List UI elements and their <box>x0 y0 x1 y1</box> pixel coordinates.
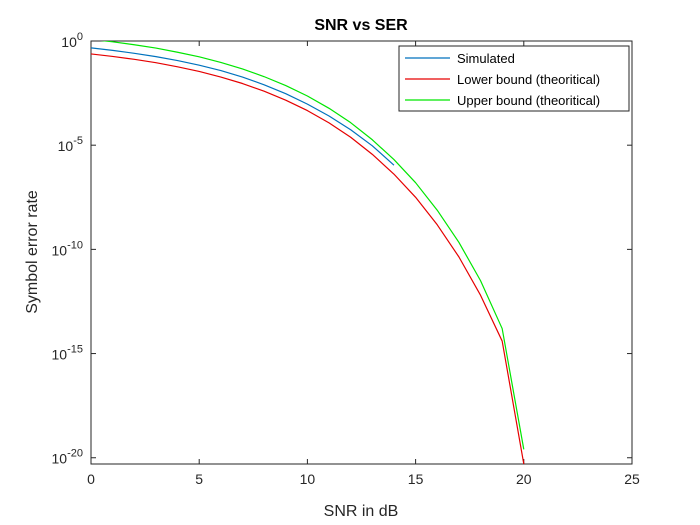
y-tick-label-base: 10 <box>52 451 68 467</box>
y-tick-label-exponent: -5 <box>73 135 83 147</box>
chart-title: SNR vs SER <box>314 17 408 34</box>
y-tick-label-base: 10 <box>61 34 77 50</box>
x-tick-label: 5 <box>195 471 203 487</box>
y-tick-label-exponent: -15 <box>67 344 83 356</box>
y-tick-label: 100 <box>61 31 83 50</box>
y-tick-label: 10-20 <box>52 448 83 467</box>
legend-label: Lower bound (theoritical) <box>457 72 600 87</box>
x-tick-label: 0 <box>87 471 95 487</box>
y-tick-label-exponent: -10 <box>67 239 83 251</box>
legend-label: Simulated <box>457 51 515 66</box>
y-tick-label-base: 10 <box>52 347 68 363</box>
y-tick-label: 10-5 <box>58 135 83 154</box>
x-tick-label: 20 <box>516 471 532 487</box>
y-tick-label-exponent: -20 <box>67 448 83 460</box>
legend: Simulated Lower bound (theoritical) Upper … <box>399 46 629 111</box>
y-tick-label: 10-10 <box>52 239 83 258</box>
x-tick-label: 25 <box>624 471 640 487</box>
x-axis-label: SNR in dB <box>324 503 399 520</box>
x-tick-label: 10 <box>300 471 316 487</box>
y-tick-label: 10-15 <box>52 344 83 363</box>
y-tick-label-base: 10 <box>52 242 68 258</box>
y-axis-label: Symbol error rate <box>24 190 41 314</box>
y-tick-label-base: 10 <box>58 138 74 154</box>
legend-label: Upper bound (theoritical) <box>457 93 600 108</box>
x-tick-label: 15 <box>408 471 424 487</box>
y-tick-label-exponent: 0 <box>77 31 83 43</box>
